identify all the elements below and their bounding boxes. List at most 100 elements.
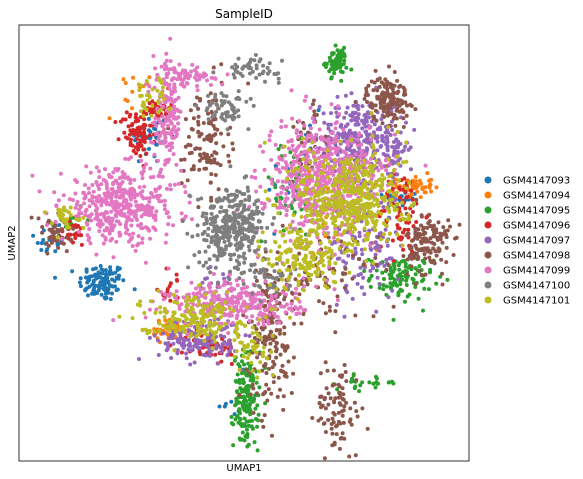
data-point — [335, 387, 340, 392]
data-point — [303, 141, 308, 146]
data-point — [294, 178, 299, 183]
data-point — [410, 210, 415, 214]
data-point — [174, 289, 179, 294]
data-point — [298, 202, 303, 207]
data-point — [103, 281, 108, 285]
data-point — [123, 156, 128, 161]
data-point — [420, 246, 425, 251]
data-point — [362, 269, 367, 273]
data-point — [196, 129, 201, 134]
data-point — [354, 409, 359, 414]
data-point — [390, 288, 395, 293]
data-point — [232, 110, 237, 115]
data-point — [370, 169, 375, 174]
data-point — [209, 75, 214, 80]
data-point — [318, 162, 322, 167]
data-point — [362, 158, 367, 163]
data-point — [260, 211, 265, 216]
data-point — [226, 331, 231, 335]
data-point — [230, 320, 235, 325]
data-point — [451, 253, 456, 257]
data-point — [294, 312, 299, 316]
data-point — [287, 306, 292, 311]
data-point — [291, 162, 296, 167]
data-point — [45, 251, 50, 256]
data-point — [242, 251, 247, 256]
data-point — [98, 281, 103, 286]
data-point — [211, 70, 216, 75]
data-point — [301, 157, 306, 161]
data-point — [314, 145, 318, 150]
data-point — [340, 220, 345, 225]
data-point — [244, 217, 249, 221]
data-point — [351, 181, 356, 186]
data-point — [417, 232, 422, 237]
data-point — [181, 84, 186, 89]
data-point — [119, 182, 123, 187]
data-point — [333, 126, 338, 131]
data-point — [161, 331, 166, 336]
data-point — [376, 168, 381, 173]
data-point — [428, 183, 433, 188]
data-point — [262, 413, 267, 418]
data-point — [291, 190, 296, 195]
data-point — [326, 391, 331, 396]
data-point — [362, 113, 367, 118]
data-point — [95, 216, 100, 221]
data-point — [224, 244, 229, 249]
data-point — [304, 94, 309, 99]
data-point — [381, 205, 386, 209]
data-point — [340, 194, 345, 199]
data-point — [64, 249, 69, 254]
data-point — [401, 247, 406, 252]
data-point — [297, 119, 302, 123]
data-point — [214, 141, 219, 146]
data-point — [276, 161, 281, 166]
series-GSM4147099 — [30, 36, 428, 337]
data-point — [358, 265, 363, 270]
data-point — [218, 163, 223, 168]
data-point — [217, 404, 222, 409]
data-point — [77, 207, 82, 212]
data-point — [174, 162, 179, 167]
data-point — [269, 177, 274, 182]
data-point — [170, 100, 175, 105]
data-point — [425, 225, 430, 230]
data-point — [257, 351, 262, 356]
data-point — [454, 235, 459, 240]
data-point — [419, 273, 424, 277]
data-point — [421, 277, 426, 282]
data-point — [314, 112, 319, 117]
data-point — [358, 148, 363, 153]
data-point — [166, 266, 171, 271]
data-point — [101, 212, 106, 216]
data-point — [405, 103, 409, 108]
data-point — [349, 422, 354, 427]
data-point — [130, 89, 135, 94]
data-point — [209, 211, 214, 216]
data-point — [359, 247, 364, 252]
data-point — [417, 264, 422, 269]
data-point — [433, 249, 438, 254]
data-point — [176, 181, 181, 186]
data-point — [390, 186, 395, 191]
data-point — [50, 228, 55, 233]
data-point — [257, 312, 262, 317]
data-point — [374, 192, 379, 197]
data-point — [242, 362, 247, 367]
data-point — [159, 167, 164, 172]
data-point — [391, 192, 396, 197]
data-point — [364, 89, 369, 94]
data-point — [246, 81, 251, 86]
data-point — [168, 187, 173, 192]
data-point — [357, 389, 362, 394]
data-point — [304, 187, 309, 192]
data-point — [256, 303, 261, 308]
data-point — [140, 176, 145, 181]
data-point — [240, 192, 245, 196]
data-point — [367, 126, 372, 130]
data-point — [421, 308, 425, 313]
data-point — [167, 143, 172, 148]
data-point — [349, 174, 354, 179]
data-point — [186, 142, 191, 147]
